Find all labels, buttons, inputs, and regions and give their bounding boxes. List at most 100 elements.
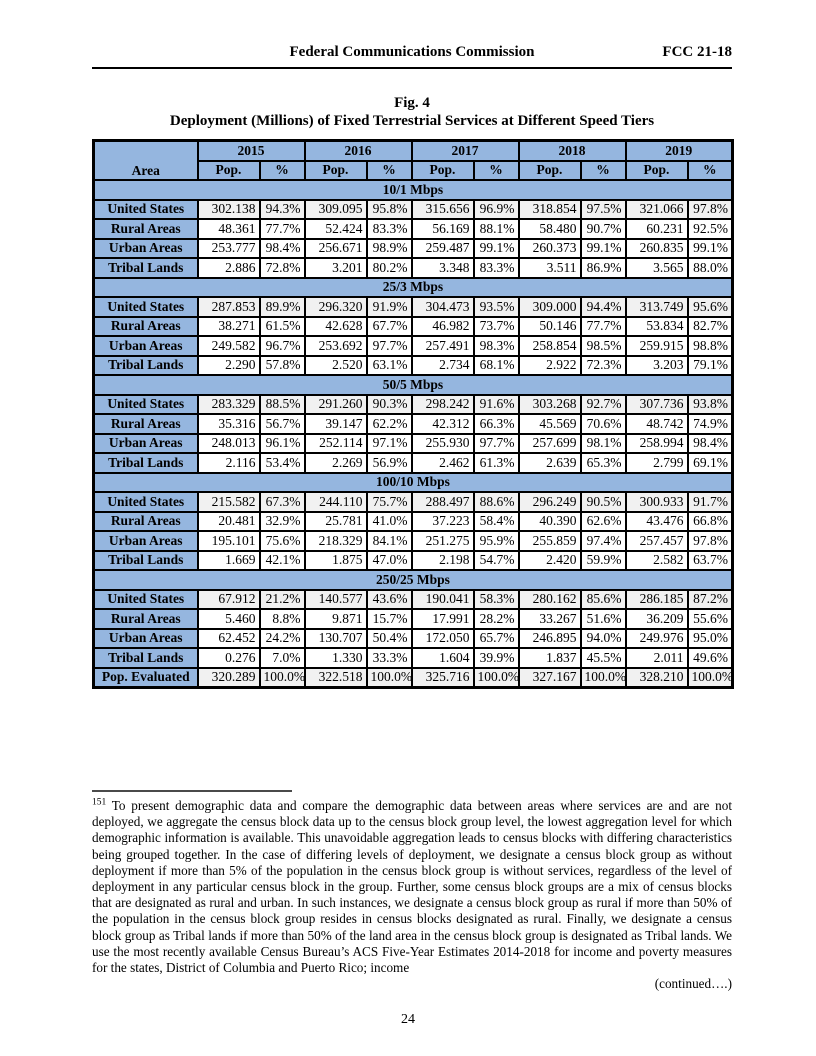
pct-value-cell: 63.7% [686, 549, 734, 571]
table-row: Rural Areas 48.361 77.7% 52.424 83.3% 56.169 8… [92, 218, 734, 240]
year-header: 2019 [624, 139, 734, 162]
table-row: Tribal Lands 1.669 42.1% 1.875 47.0% 2.198 54.… [92, 549, 734, 571]
pop-subheader: Pop. [517, 159, 582, 181]
pct-subheader: % [579, 159, 627, 181]
pop-value-cell: 1.875 [303, 549, 368, 571]
pop-subheader: Pop. [303, 159, 368, 181]
pop-value-cell: 300.933 [624, 491, 689, 513]
pct-value-cell: 92.7% [579, 393, 627, 415]
pop-value-cell: 195.101 [196, 530, 261, 552]
pop-value-cell: 325.716 [410, 666, 475, 689]
pct-value-cell: 92.5% [686, 218, 734, 240]
pct-value-cell: 61.3% [472, 452, 520, 474]
pop-value-cell: 259.915 [624, 335, 689, 357]
pct-value-cell: 73.7% [472, 315, 520, 337]
pop-value-cell: 320.289 [196, 666, 261, 689]
speed-tier-label: 100/10 Mbps [92, 471, 734, 493]
table-header-row-sub: Pop.% Pop.% Pop.% Pop.% Pop.% [94, 159, 734, 181]
pct-value-cell: 66.3% [472, 413, 520, 435]
pop-value-cell: 2.462 [410, 452, 475, 474]
pop-value-cell: 244.110 [303, 491, 368, 513]
pct-value-cell: 83.3% [365, 218, 413, 240]
pop-subheader: Pop. [624, 159, 689, 181]
pop-value-cell: 3.511 [517, 257, 582, 279]
pop-value-cell: 2.269 [303, 452, 368, 474]
pct-value-cell: 49.6% [686, 647, 734, 669]
pop-value-cell: 309.095 [303, 198, 368, 220]
pop-value-cell: 327.167 [517, 666, 582, 689]
pop-value-cell: 258.994 [624, 432, 689, 454]
pct-value-cell: 94.0% [579, 627, 627, 649]
pct-value-cell: 98.3% [472, 335, 520, 357]
pct-value-cell: 88.1% [472, 218, 520, 240]
table-head: Area 2015 2016 2017 2018 2019 Pop.% Pop.% Pop.% P… [92, 139, 734, 181]
pct-value-cell: 61.5% [258, 315, 306, 337]
pop-value-cell: 1.330 [303, 647, 368, 669]
pct-value-cell: 97.8% [686, 198, 734, 220]
pop-value-cell: 3.201 [303, 257, 368, 279]
pop-subheader: Pop. [196, 159, 261, 181]
row-label: United States [92, 198, 199, 220]
pct-value-cell: 47.0% [365, 549, 413, 571]
pop-value-cell: 48.361 [196, 218, 261, 240]
speed-tier-band: 250/25 Mbps [92, 569, 734, 591]
speed-tier-label: 250/25 Mbps [92, 569, 734, 591]
pop-value-cell: 172.050 [410, 627, 475, 649]
pct-value-cell: 98.9% [365, 237, 413, 259]
speed-tier-band: 50/5 Mbps [92, 374, 734, 396]
pop-value-cell: 283.329 [196, 393, 261, 415]
pop-subheader: Pop. [410, 159, 475, 181]
table-row: Rural Areas 5.460 8.8% 9.871 15.7% 17.991 28.2… [92, 608, 734, 630]
pct-value-cell: 53.4% [258, 452, 306, 474]
pct-value-cell: 94.4% [579, 296, 627, 318]
pop-value-cell: 260.835 [624, 237, 689, 259]
pop-value-cell: 2.799 [624, 452, 689, 474]
pct-value-cell: 90.7% [579, 218, 627, 240]
pct-value-cell: 99.1% [472, 237, 520, 259]
pop-value-cell: 50.146 [517, 315, 582, 337]
pop-value-cell: 255.930 [410, 432, 475, 454]
pop-value-cell: 52.424 [303, 218, 368, 240]
pct-value-cell: 41.0% [365, 510, 413, 532]
pop-value-cell: 60.231 [624, 218, 689, 240]
row-label: Tribal Lands [92, 452, 199, 474]
pop-value-cell: 67.912 [196, 588, 261, 610]
table-row: United States 287.853 89.9% 296.320 91.9% 304… [92, 296, 734, 318]
pop-value-cell: 318.854 [517, 198, 582, 220]
pct-value-cell: 54.7% [472, 549, 520, 571]
row-label: United States [92, 393, 199, 415]
speed-tier-label: 50/5 Mbps [92, 374, 734, 396]
row-label: Tribal Lands [92, 354, 199, 376]
deployment-table: Area 2015 2016 2017 2018 2019 Pop.% Pop.% Pop.% P… [92, 139, 734, 689]
pct-value-cell: 99.1% [686, 237, 734, 259]
pct-value-cell: 75.6% [258, 530, 306, 552]
pop-value-cell: 2.639 [517, 452, 582, 474]
figure-caption: Deployment (Millions) of Fixed Terrestri… [169, 113, 655, 129]
pct-value-cell: 72.3% [579, 354, 627, 376]
table-row: United States 302.138 94.3% 309.095 95.8% 315… [92, 198, 734, 220]
pct-value-cell: 100.0% [686, 666, 734, 689]
pct-value-cell: 57.8% [258, 354, 306, 376]
pct-subheader: % [365, 159, 413, 181]
pct-subheader: % [258, 159, 306, 181]
pct-value-cell: 90.3% [365, 393, 413, 415]
pop-value-cell: 2.886 [196, 257, 261, 279]
row-label: Urban Areas [92, 432, 199, 454]
pct-value-cell: 97.4% [579, 530, 627, 552]
pop-value-cell: 62.452 [196, 627, 261, 649]
pop-value-cell: 43.476 [624, 510, 689, 532]
pct-value-cell: 89.9% [258, 296, 306, 318]
pct-value-cell: 100.0% [258, 666, 306, 689]
pct-value-cell: 88.0% [686, 257, 734, 279]
pop-value-cell: 2.290 [196, 354, 261, 376]
table-row: Urban Areas 195.101 75.6% 218.329 84.1% 251.2… [92, 530, 734, 552]
pct-value-cell: 77.7% [258, 218, 306, 240]
pct-value-cell: 62.6% [579, 510, 627, 532]
pct-value-cell: 100.0% [579, 666, 627, 689]
pct-value-cell: 58.4% [472, 510, 520, 532]
pop-value-cell: 249.582 [196, 335, 261, 357]
pct-value-cell: 97.7% [472, 432, 520, 454]
pct-value-cell: 8.8% [258, 608, 306, 630]
pop-value-cell: 53.834 [624, 315, 689, 337]
